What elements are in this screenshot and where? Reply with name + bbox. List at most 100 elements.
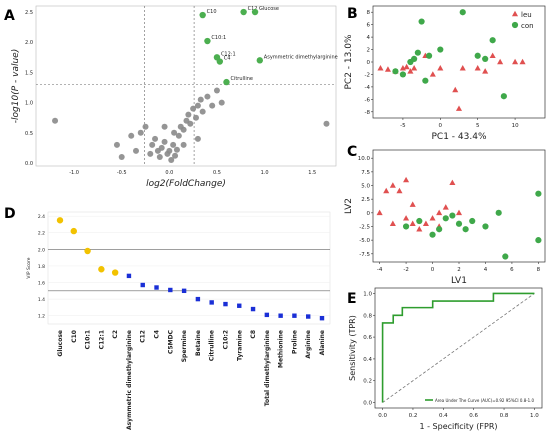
panel-a-ytick: 0.0 xyxy=(25,161,33,167)
panel-d-category-label: C10:1 xyxy=(85,330,92,349)
panel-c-ytick: 5.0 xyxy=(361,184,370,190)
panel-e-xtick: 0.2 xyxy=(409,413,418,419)
panel-a-ytick: 1.5 xyxy=(25,70,33,76)
panel-a-ytick: 0.5 xyxy=(25,131,33,137)
panel-d-point xyxy=(70,227,77,235)
panel-a-significant-point xyxy=(223,78,230,86)
panel-b-point-con xyxy=(459,9,466,16)
panel-d-category-label: C5MDC xyxy=(167,329,174,354)
panel-b-point-con xyxy=(489,37,496,44)
panel-a-point xyxy=(166,147,173,154)
panel-d-category-label: Proline xyxy=(291,330,298,354)
panel-e-xtick: 0.8 xyxy=(500,413,509,419)
panel-c-xtick: 4 xyxy=(484,267,488,273)
panel-b-point-leu xyxy=(497,58,504,65)
panel-b-ytick: -4 xyxy=(365,85,371,91)
panel-b-ytick: 2 xyxy=(367,48,371,54)
panel-a-point-label: Citrulline xyxy=(230,76,252,82)
panel-a-point xyxy=(170,141,177,148)
panel-d-category-label: Alanine xyxy=(319,330,326,355)
panel-c-ytick: 7.5 xyxy=(361,170,370,176)
panel-a-significant-point xyxy=(240,8,247,16)
panel-c-ytick: 2.5 xyxy=(361,197,370,203)
panel-a-significant-point xyxy=(256,57,264,64)
panel-a-point xyxy=(193,114,199,121)
panel-b-point-con xyxy=(500,93,507,100)
panel-c-point-leu xyxy=(455,209,463,216)
panel-d-point xyxy=(168,287,173,293)
panel-a-ytick: 1.0 xyxy=(25,101,33,107)
panel-a-xtick: -1.0 xyxy=(69,170,79,176)
panel-d-point xyxy=(237,303,242,308)
panel-e-xtick: 0.4 xyxy=(439,413,448,419)
panel-d-point xyxy=(56,217,64,224)
panel-a-point-label: C4 xyxy=(224,56,231,62)
panel-e-xtick: 0.6 xyxy=(469,413,478,419)
panel-c-point-leu xyxy=(442,204,449,210)
panel-e-ytick: 1.0 xyxy=(363,291,372,297)
panel-b-point-leu xyxy=(429,71,436,77)
panel-e-ytick: 0.0 xyxy=(363,401,372,407)
panel-c-point-leu xyxy=(416,226,423,232)
panel-c-xtick: 8 xyxy=(537,267,541,273)
panel-b-point-con xyxy=(474,52,481,59)
panel-a-significant-point xyxy=(216,58,224,65)
panel-d-ytick: 2.4 xyxy=(38,214,45,220)
panel-b-point-leu xyxy=(519,58,526,65)
panel-b-point-leu xyxy=(455,105,463,111)
panel-c-xtick: 0 xyxy=(431,267,435,273)
panel-c-point-con xyxy=(455,220,463,227)
panel-c-point-con xyxy=(469,217,476,225)
panel-a-xtick: 1.0 xyxy=(261,170,269,176)
panel-c-xlabel: LV1 xyxy=(451,276,467,286)
panel-b-point-con xyxy=(418,18,425,25)
panel-b-ytick: 6 xyxy=(367,23,371,29)
panel-a-point xyxy=(147,150,154,157)
panel-b-point-leu xyxy=(482,68,489,74)
panel-c-point-leu xyxy=(449,179,456,186)
panel-c-ytick: -2.5 xyxy=(359,224,370,230)
panel-c-point-con xyxy=(416,217,423,225)
panel-d-ytick: 1.4 xyxy=(38,297,45,303)
panel-d-point xyxy=(98,266,105,273)
panel-d-point xyxy=(319,315,325,321)
panel-a-point-label: C12 xyxy=(248,6,258,12)
panel-e-ytick: 0.8 xyxy=(363,313,372,319)
panel-a-point-label: Asymmetric dimethylarginine xyxy=(264,54,338,60)
panel-b-ytick: -8 xyxy=(365,110,371,116)
panel-c-point-leu xyxy=(396,187,403,194)
panel-b-point-leu xyxy=(407,68,414,74)
panel-a-point xyxy=(128,132,135,139)
panel-d-category-label: C8 xyxy=(250,330,257,339)
panel-c-ytick: -5.0 xyxy=(359,238,370,244)
panel-b-legend-label: leu xyxy=(521,11,532,19)
panel-c-point-leu xyxy=(436,209,443,216)
panel-a-point-label: C12:1 xyxy=(221,51,236,57)
panel-b-point-leu xyxy=(452,86,459,93)
panel-d-category-label: C12 xyxy=(140,330,147,343)
panel-c-point-leu xyxy=(376,209,383,216)
panel-letter-d: D xyxy=(4,206,16,222)
panel-b-point-con xyxy=(392,68,399,75)
panel-a-point xyxy=(118,153,125,160)
panel-a-plot-area xyxy=(35,5,337,167)
panel-c-point-con xyxy=(482,223,489,230)
panel-a-point xyxy=(185,111,192,118)
panel-d-point xyxy=(223,301,228,307)
panel-c-ytick: 0 xyxy=(367,211,371,217)
panel-c-point-leu xyxy=(422,220,429,226)
panel-a-ytick: 2.0 xyxy=(25,40,33,46)
panel-e-xtick: 1.0 xyxy=(530,413,539,419)
panel-b-ytick: 8 xyxy=(367,10,371,16)
panel-a-point xyxy=(194,135,201,142)
panel-c-point-con xyxy=(535,237,542,244)
panel-d-point xyxy=(181,288,187,294)
panel-a-point xyxy=(213,87,220,94)
panel-c-ylabel: LV2 xyxy=(344,198,354,214)
panel-a-point xyxy=(199,108,206,115)
panel-d-category-label: Total dimethylarginine xyxy=(264,330,271,406)
panel-c-xtick: -4 xyxy=(377,267,383,273)
panel-a-point xyxy=(187,120,194,127)
panel-d-category-label: Betaine xyxy=(195,330,202,356)
